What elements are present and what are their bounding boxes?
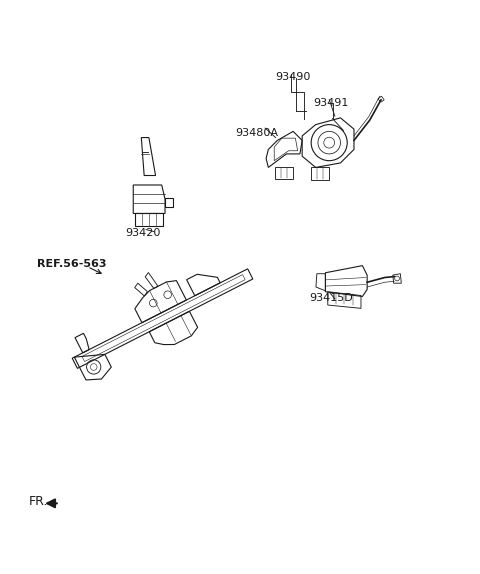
Text: 93415D: 93415D: [309, 293, 352, 302]
Polygon shape: [393, 274, 401, 283]
Text: FR.: FR.: [29, 495, 48, 508]
Text: 93480A: 93480A: [235, 127, 278, 138]
Text: REF.56-563: REF.56-563: [37, 258, 107, 269]
Text: 93420: 93420: [125, 228, 160, 238]
Text: 93490: 93490: [276, 72, 311, 82]
Text: 93491: 93491: [313, 98, 349, 108]
